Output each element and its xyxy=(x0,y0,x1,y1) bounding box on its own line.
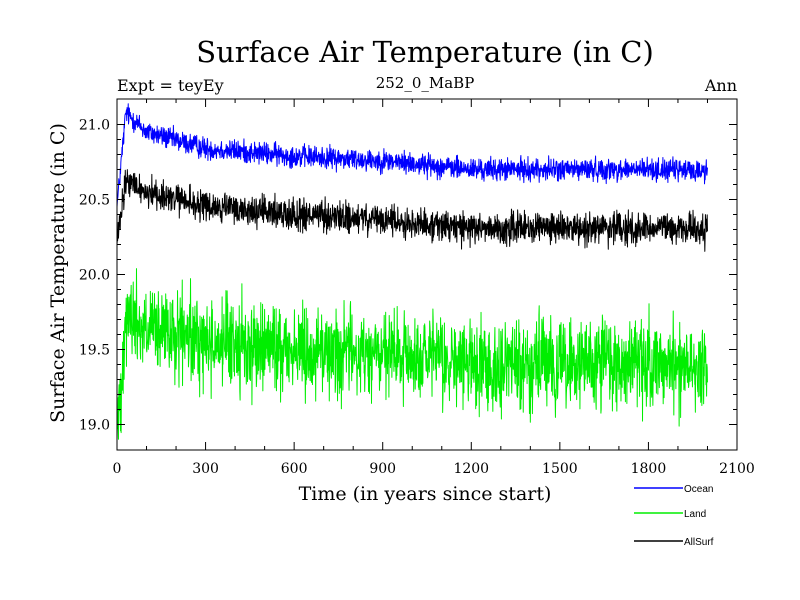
x-tick-label: 2100 xyxy=(719,461,755,477)
chart-subtitle-left: Expt = teyEy xyxy=(117,76,224,95)
legend: Ocean Land AllSurf xyxy=(634,484,714,548)
legend-label-ocean: Ocean xyxy=(684,484,713,495)
axes: 0 300 600 900 1200 1500 1800 2100 19.0 19.5 20.0 20… xyxy=(79,98,755,477)
chart-title: Surface Air Temperature (in C) xyxy=(196,35,654,69)
x-tick-label: 1200 xyxy=(453,461,489,477)
x-axis-label: Time (in years since start) xyxy=(299,483,552,505)
x-tick-label: 0 xyxy=(113,461,122,477)
chart-subtitle-right: Ann xyxy=(704,76,737,95)
y-tick-label: 19.5 xyxy=(79,343,110,359)
y-tick-label: 21.0 xyxy=(79,118,110,134)
x-tick-label: 600 xyxy=(281,461,308,477)
x-tick-label: 300 xyxy=(192,461,219,477)
y-tick-label: 20.0 xyxy=(79,268,110,284)
series-line-allsurf xyxy=(116,169,708,252)
y-tick-label: 20.5 xyxy=(79,193,110,209)
x-tick-label: 900 xyxy=(369,461,396,477)
x-tick-label: 1500 xyxy=(542,461,578,477)
y-tick-label: 19.0 xyxy=(79,418,110,434)
plot-lines xyxy=(116,103,708,440)
series-line-ocean xyxy=(116,103,708,208)
chart-subtitle-center: 252_0_MaBP xyxy=(376,74,475,92)
legend-label-allsurf: AllSurf xyxy=(684,537,714,548)
y-axis-label: Surface Air Temperature (in C) xyxy=(47,123,69,423)
series-line-land xyxy=(116,268,708,440)
legend-label-land: Land xyxy=(684,509,706,520)
x-tick-label: 1800 xyxy=(631,461,667,477)
